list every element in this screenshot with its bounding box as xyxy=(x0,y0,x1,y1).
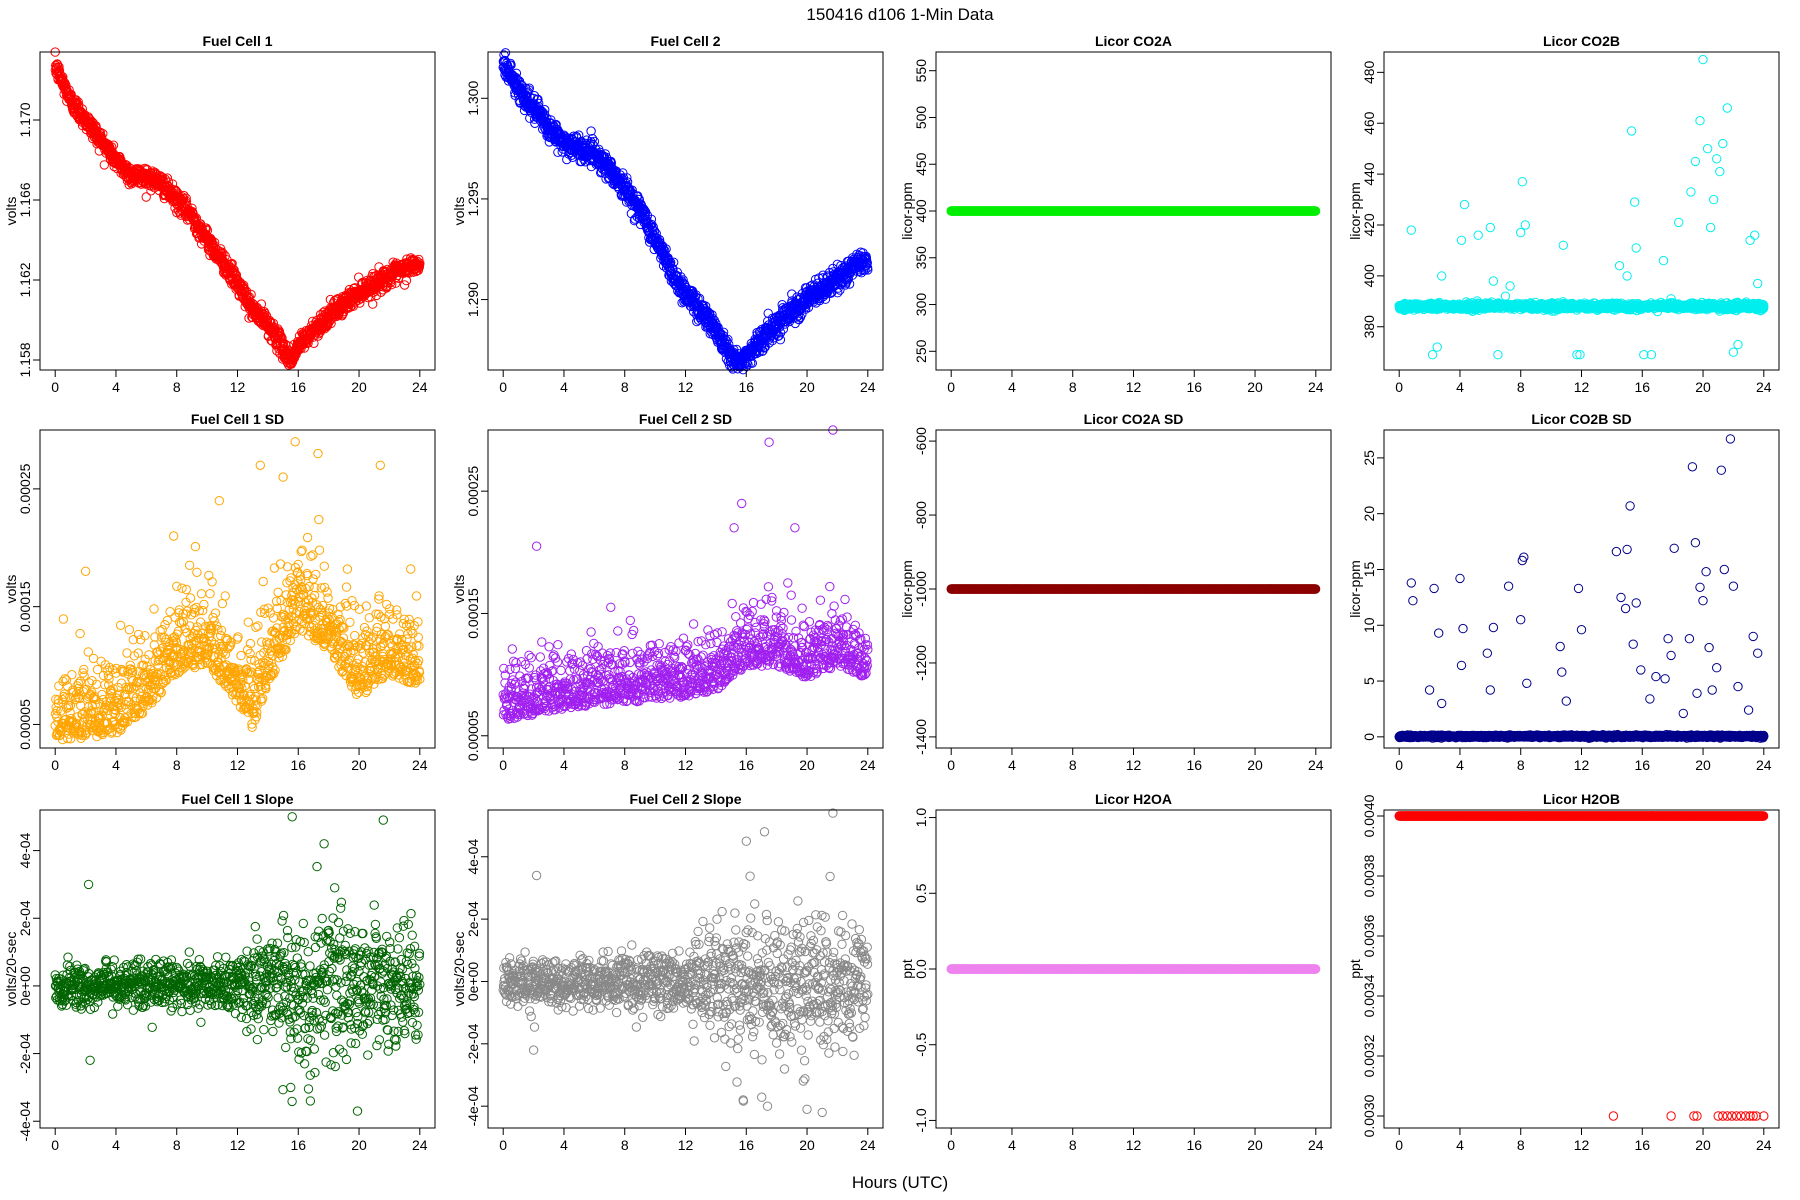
data-point xyxy=(107,142,117,152)
y-tick-label: 1.290 xyxy=(465,282,481,317)
y-tick-label: 1.300 xyxy=(465,81,481,116)
data-point xyxy=(108,140,119,150)
panel-title: Fuel Cell 2 xyxy=(650,33,720,49)
data-point xyxy=(226,259,237,270)
plot-frame xyxy=(487,51,884,371)
panel-title: Fuel Cell 1 xyxy=(202,33,272,49)
x-tick-label: 16 xyxy=(738,379,754,395)
data-point xyxy=(56,71,66,81)
series-points xyxy=(50,47,425,370)
y-tick-label: 500 xyxy=(913,106,929,130)
data-point xyxy=(201,223,211,233)
x-tick-label: 0 xyxy=(499,379,507,395)
y-axis-label: volts xyxy=(3,197,19,226)
data-point xyxy=(99,160,110,170)
data-point xyxy=(246,289,256,300)
x-tick-label: 4 xyxy=(112,379,120,395)
x-tick-label: 12 xyxy=(1126,379,1142,395)
data-point xyxy=(162,173,173,183)
x-tick-label: 24 xyxy=(1308,379,1324,395)
y-tick-label: 1.295 xyxy=(465,181,481,216)
data-point xyxy=(209,237,220,248)
data-point xyxy=(77,104,88,114)
data-point xyxy=(276,331,286,342)
data-point xyxy=(187,203,197,214)
panel-fc1: Fuel Cell 1 volts 0 4 8 12 16 20 24 1.158 1.162 1.1… xyxy=(3,33,436,395)
y-tick-label: 550 xyxy=(913,59,929,83)
data-point xyxy=(500,48,511,58)
series-points xyxy=(1394,54,1769,360)
y-tick-label: 1.158 xyxy=(17,342,33,377)
x-tick-label: 0 xyxy=(51,379,59,395)
x-tick-label: 20 xyxy=(1247,379,1263,395)
y-tick-label: 250 xyxy=(913,339,929,363)
data-point xyxy=(181,193,191,204)
x-tick-label: 0 xyxy=(947,379,955,395)
y-tick-label: 450 xyxy=(913,152,929,176)
x-tick-label: 8 xyxy=(621,379,629,395)
y-tick-label: 1.170 xyxy=(17,102,33,137)
data-point xyxy=(163,180,173,191)
data-point xyxy=(278,338,289,348)
x-tick-label: 12 xyxy=(678,379,694,395)
plot-frame xyxy=(39,51,436,371)
x-tick-label: 8 xyxy=(173,379,181,395)
x-tick-label: 24 xyxy=(412,379,428,395)
data-point xyxy=(181,196,192,207)
data-point xyxy=(52,63,62,73)
x-tick-label: 4 xyxy=(560,379,568,395)
x-tick-label: 4 xyxy=(1008,379,1016,395)
panel-title: Licor CO2A xyxy=(1095,33,1172,49)
data-point xyxy=(182,200,192,211)
data-point xyxy=(239,280,249,290)
x-tick-label: 20 xyxy=(351,379,367,395)
series-points xyxy=(946,206,1321,216)
data-point xyxy=(141,192,151,202)
data-point xyxy=(160,174,170,184)
y-tick-label: 1.166 xyxy=(17,182,33,217)
data-point xyxy=(207,235,217,246)
y-tick-label: 1.162 xyxy=(17,262,33,297)
figure-title: 150416 d106 1-Min Data xyxy=(806,5,994,24)
data-point xyxy=(326,318,336,329)
x-tick-label: 24 xyxy=(860,379,876,395)
panel-title: Licor CO2B xyxy=(1543,33,1620,49)
data-point xyxy=(66,89,76,100)
x-tick-label: 16 xyxy=(1186,379,1202,395)
x-tick-label: 12 xyxy=(230,379,246,395)
panels: Fuel Cell 1 volts 0 4 8 12 16 20 24 1.158 1.162 1.1… xyxy=(3,33,1780,1153)
y-tick-label: 300 xyxy=(913,293,929,317)
data-point xyxy=(163,177,174,187)
x-tick-label: 16 xyxy=(290,379,306,395)
data-point xyxy=(54,62,64,72)
figure-xlabel: Hours (UTC) xyxy=(852,1173,948,1192)
data-point xyxy=(586,126,596,136)
series-points xyxy=(498,48,873,375)
x-tick-label: 20 xyxy=(799,379,815,395)
data-point xyxy=(368,299,378,309)
y-tick-label: 350 xyxy=(913,246,929,270)
y-tick-label: 400 xyxy=(913,199,929,223)
x-tick-label: 8 xyxy=(1069,379,1077,395)
